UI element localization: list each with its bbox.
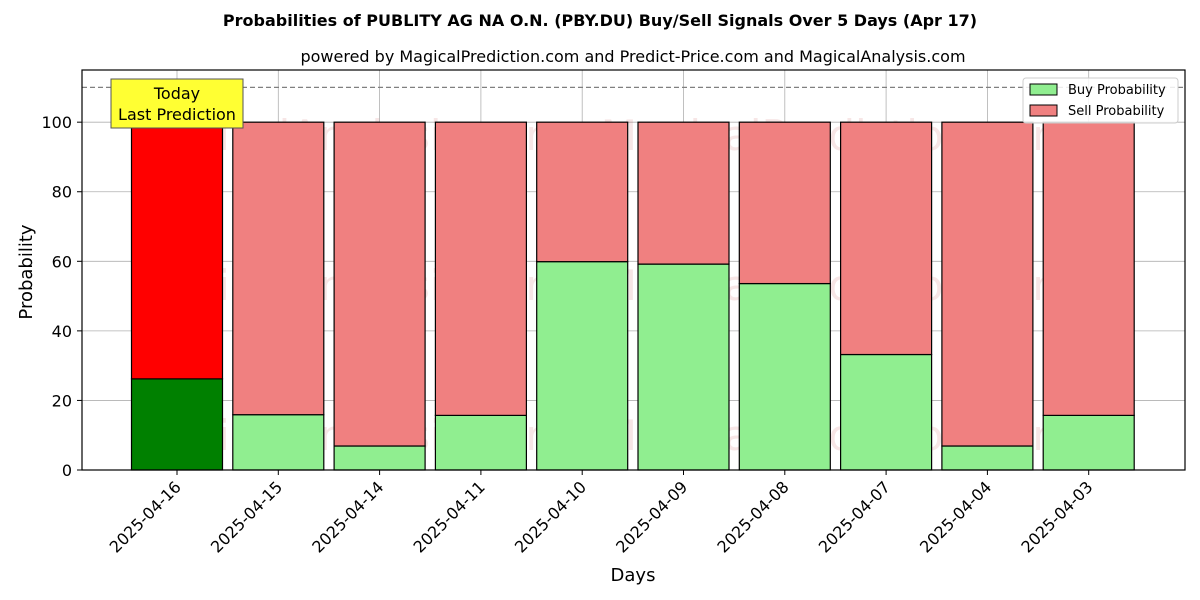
y-axis-label: Probability: [16, 224, 37, 319]
x-axis-label: Days: [611, 565, 656, 586]
bar-buy: [738, 282, 831, 471]
bar-buy: [232, 414, 325, 471]
x-tick-label: 2025-04-11: [410, 477, 489, 556]
bar-sell: [1042, 121, 1135, 416]
y-tick-label: 100: [41, 113, 72, 132]
x-tick-label: 2025-04-03: [1017, 477, 1096, 556]
x-tick-label: 2025-04-15: [207, 477, 286, 556]
y-tick-label: 0: [62, 461, 72, 480]
bar-sell: [941, 121, 1034, 447]
bar-sell: [637, 121, 730, 265]
y-tick-label: 60: [52, 252, 72, 271]
bar-sell: [738, 121, 831, 285]
x-tick-label: 2025-04-10: [511, 477, 590, 556]
axes-frame: [81, 69, 1186, 471]
annotation-line-1: Today: [153, 84, 200, 103]
bar-buy: [333, 445, 426, 471]
legend-box: [1022, 77, 1179, 124]
annotation-line-2: Last Prediction: [118, 105, 236, 124]
bar-sell: [333, 121, 426, 447]
plot-area: MagicalAnalysis.comMagicalPrediction.com…: [41, 69, 1186, 557]
y-tick-label: 80: [52, 183, 72, 202]
chart-subtitle: powered by MagicalPrediction.com and Pre…: [300, 47, 965, 66]
bar-buy: [1042, 414, 1135, 471]
x-tick-label: 2025-04-16: [106, 477, 185, 556]
bar-sell: [232, 121, 325, 416]
chart-title: Probabilities of PUBLITY AG NA O.N. (PBY…: [223, 11, 977, 30]
x-tick-label: 2025-04-04: [916, 477, 995, 556]
x-tick-label: 2025-04-14: [308, 477, 387, 556]
y-tick-label: 20: [52, 391, 72, 410]
legend-swatch-sell: [1029, 104, 1058, 117]
y-tick-label: 40: [52, 322, 72, 341]
annotation-box: [110, 78, 244, 129]
legend-swatch-buy: [1029, 83, 1058, 96]
bar-buy: [637, 263, 730, 471]
bar-sell: [536, 121, 629, 263]
bar-buy: [434, 414, 527, 471]
bar-sell: [434, 121, 527, 416]
bar-buy: [130, 378, 224, 471]
x-tick-label: 2025-04-08: [713, 477, 792, 556]
bar-sell: [130, 121, 224, 380]
x-tick-label: 2025-04-09: [612, 477, 691, 556]
bar-buy: [941, 445, 1034, 471]
bar-buy: [536, 261, 629, 471]
bar-buy: [839, 353, 933, 471]
legend-label-buy: Buy Probability: [1068, 83, 1166, 98]
legend-label-sell: Sell Probability: [1068, 104, 1165, 119]
x-tick-label: 2025-04-07: [815, 477, 894, 556]
bar-sell: [839, 121, 933, 356]
